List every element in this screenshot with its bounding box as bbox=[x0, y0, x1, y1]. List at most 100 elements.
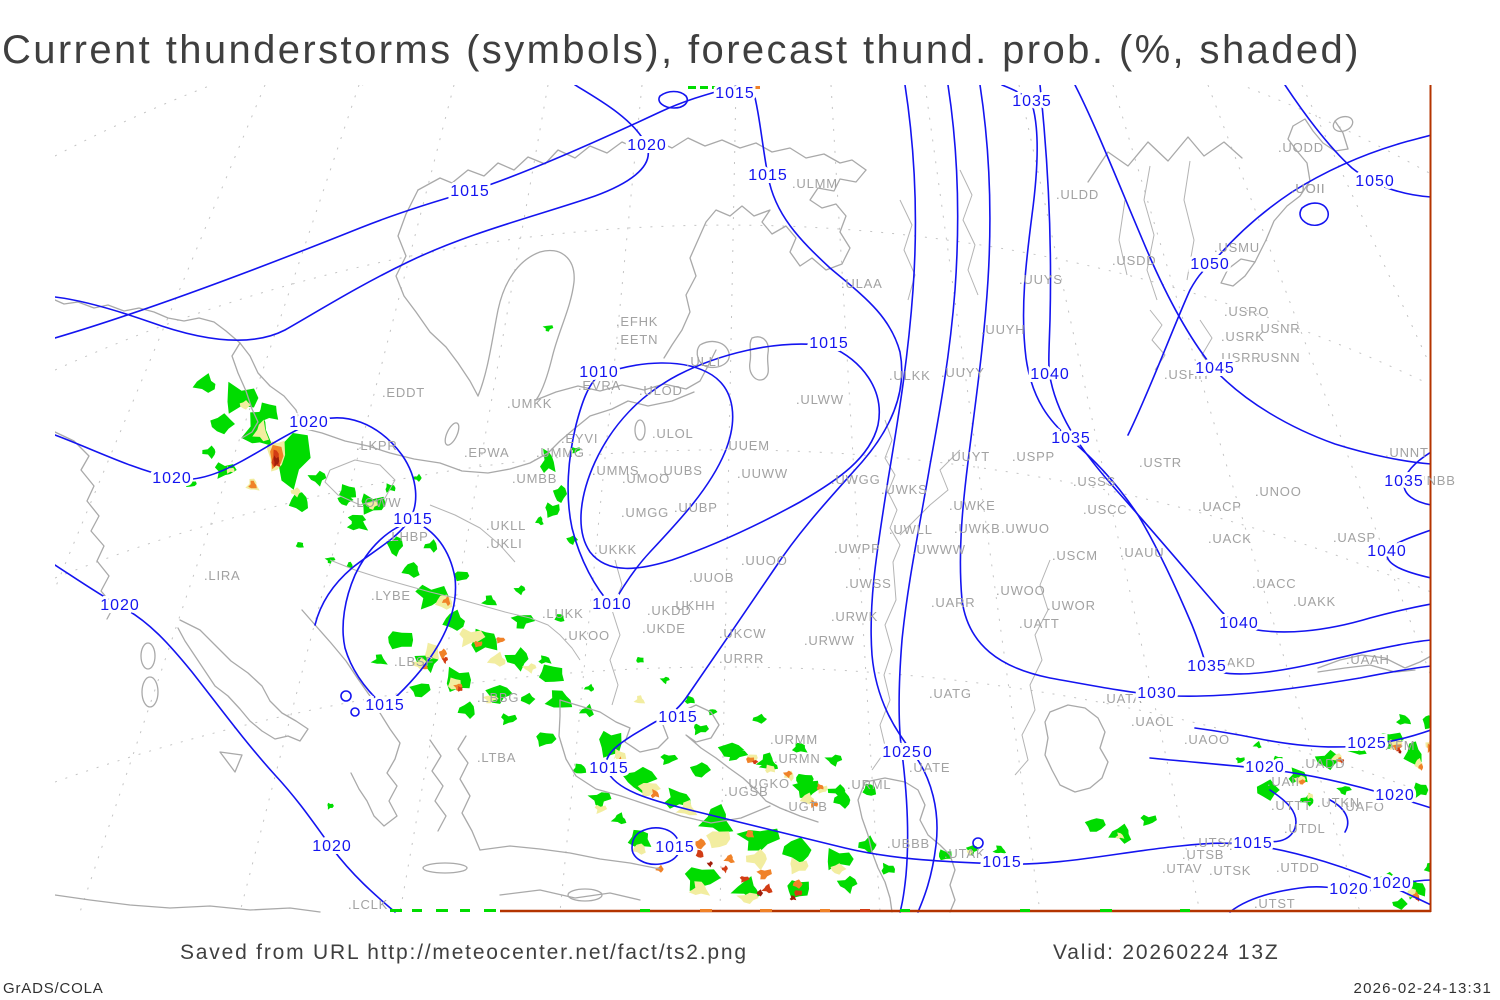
station-label: .UWSS bbox=[845, 576, 892, 591]
shade-blob-level1 bbox=[637, 783, 661, 797]
shade-blob-level0 bbox=[401, 512, 414, 524]
station-label: .USDD bbox=[1112, 253, 1156, 268]
station-label: .ULOL bbox=[652, 426, 694, 441]
shade-blob-level1 bbox=[594, 804, 608, 814]
shade-blob-level0 bbox=[401, 562, 420, 578]
shade-blob-level2 bbox=[248, 480, 257, 489]
river-ob-estuary-1 bbox=[1143, 165, 1158, 301]
isobar-1030 bbox=[959, 85, 1431, 697]
shade-blob-level0 bbox=[939, 849, 952, 861]
isobar-label: 1020 bbox=[893, 744, 933, 761]
station-label: .UADD bbox=[1301, 756, 1345, 771]
graticule-grid bbox=[55, 85, 1431, 913]
station-label: .UMMG bbox=[536, 445, 585, 460]
shade-blob-level2 bbox=[453, 683, 463, 692]
shade-blob-level2 bbox=[650, 789, 660, 799]
station-label: .UUBP bbox=[674, 500, 718, 515]
shade-blob-level0 bbox=[535, 516, 544, 526]
shade-blob-level0 bbox=[1140, 814, 1157, 826]
island-cyprus bbox=[567, 888, 603, 902]
station-label: .UTKN bbox=[1317, 795, 1360, 810]
shade-blob-level3 bbox=[695, 849, 704, 858]
station-label: .UATG bbox=[929, 686, 972, 701]
isobar-label: 1015 bbox=[393, 511, 433, 528]
station-label: .UGSB bbox=[724, 784, 768, 799]
shade-blob-level1 bbox=[688, 881, 711, 896]
station-label: .LBSF bbox=[394, 654, 434, 669]
shade-blob-level2 bbox=[616, 756, 623, 767]
station-label: .USNR bbox=[1256, 321, 1300, 336]
lake-ladoga bbox=[696, 340, 730, 369]
station-label: .UOII bbox=[1291, 181, 1325, 196]
edge-mark bbox=[860, 909, 870, 912]
shade-blob-level2 bbox=[723, 854, 735, 864]
shade-blob-level2 bbox=[438, 648, 448, 661]
coast-denmark bbox=[231, 342, 303, 439]
isobar-loop-aegean-1 bbox=[340, 690, 352, 702]
footer-generator: GrADS/COLA bbox=[3, 980, 104, 997]
station-label: .UUYH bbox=[981, 322, 1025, 337]
edge-mark bbox=[460, 909, 470, 912]
shade-blob-level3 bbox=[752, 760, 759, 765]
shade-blob-level0 bbox=[1235, 757, 1245, 764]
island-sardinia bbox=[141, 676, 159, 708]
station-label: .LKPR bbox=[356, 438, 398, 453]
shade-blob-level0 bbox=[510, 615, 536, 629]
coast-turkey-south bbox=[479, 845, 661, 870]
station-label: .EPWA bbox=[464, 445, 509, 460]
station-label: .UWOO bbox=[996, 583, 1046, 598]
shade-blob-level0 bbox=[782, 837, 812, 864]
shade-blob-level2 bbox=[746, 757, 755, 764]
shade-blob-level0 bbox=[570, 447, 581, 454]
coast-caspian-west bbox=[857, 781, 893, 913]
station-label: .ULWW bbox=[796, 392, 844, 407]
isobar-label: 1010 bbox=[592, 596, 632, 613]
station-label: .LYBE bbox=[371, 588, 411, 603]
shade-blob-level0 bbox=[1084, 818, 1106, 832]
shade-blob-level0 bbox=[413, 473, 422, 482]
shade-blob-level0 bbox=[1392, 897, 1408, 910]
shade-blob-level0 bbox=[684, 867, 721, 891]
shade-blob-level4 bbox=[1398, 750, 1402, 754]
shade-blob-level0 bbox=[791, 742, 808, 753]
shade-blob-level0 bbox=[796, 773, 814, 785]
shade-blob-level0 bbox=[824, 754, 843, 767]
station-label: .UUOB bbox=[689, 570, 734, 585]
lake-balkhash bbox=[1317, 654, 1431, 673]
station-label: .LHBP bbox=[387, 529, 429, 544]
station-label: .UNBB bbox=[1412, 473, 1456, 488]
station-label: .UMBB bbox=[512, 471, 557, 486]
isobar-label: 1015 bbox=[589, 760, 629, 777]
isobar-label: 1015 bbox=[1233, 835, 1273, 852]
shade-blob-level1 bbox=[765, 764, 776, 774]
shade-blob-level0 bbox=[1273, 755, 1283, 764]
station-label: .ULLI bbox=[686, 354, 721, 369]
shade-blob-level0 bbox=[1256, 779, 1280, 801]
shade-blob-level0 bbox=[1396, 714, 1412, 725]
station-label: .UUYS bbox=[1019, 272, 1063, 287]
edge-mark bbox=[760, 909, 772, 912]
footer-timestamp: 2026-02-24-13:31 bbox=[1353, 980, 1492, 997]
station-label: .UKHH bbox=[671, 598, 715, 613]
shade-blob-level0 bbox=[659, 676, 670, 685]
station-label: .UGKO bbox=[744, 776, 790, 791]
river-volga bbox=[871, 419, 901, 771]
shade-blob-level0 bbox=[827, 848, 854, 871]
shade-blob-level1 bbox=[966, 848, 974, 856]
shade-blob-level4 bbox=[756, 889, 764, 897]
coast-black-sea bbox=[559, 699, 819, 823]
shade-blob-level0 bbox=[227, 381, 259, 414]
edge-mark bbox=[390, 909, 402, 912]
isobar-1015-inner bbox=[580, 343, 880, 570]
thunderstorm-probability-shading bbox=[154, 325, 1431, 910]
shade-blob-level0 bbox=[386, 536, 404, 557]
shade-blob-level0 bbox=[545, 502, 560, 518]
page-title: Current thunderstorms (symbols), forecas… bbox=[2, 28, 1361, 72]
edge-mark bbox=[688, 86, 696, 89]
shade-blob-level1 bbox=[1307, 792, 1314, 800]
station-label: .UODD bbox=[1278, 140, 1324, 155]
shade-blob-level2 bbox=[474, 640, 483, 648]
station-label: .UTAV bbox=[1162, 861, 1202, 876]
station-label: .LUKK bbox=[542, 606, 584, 621]
